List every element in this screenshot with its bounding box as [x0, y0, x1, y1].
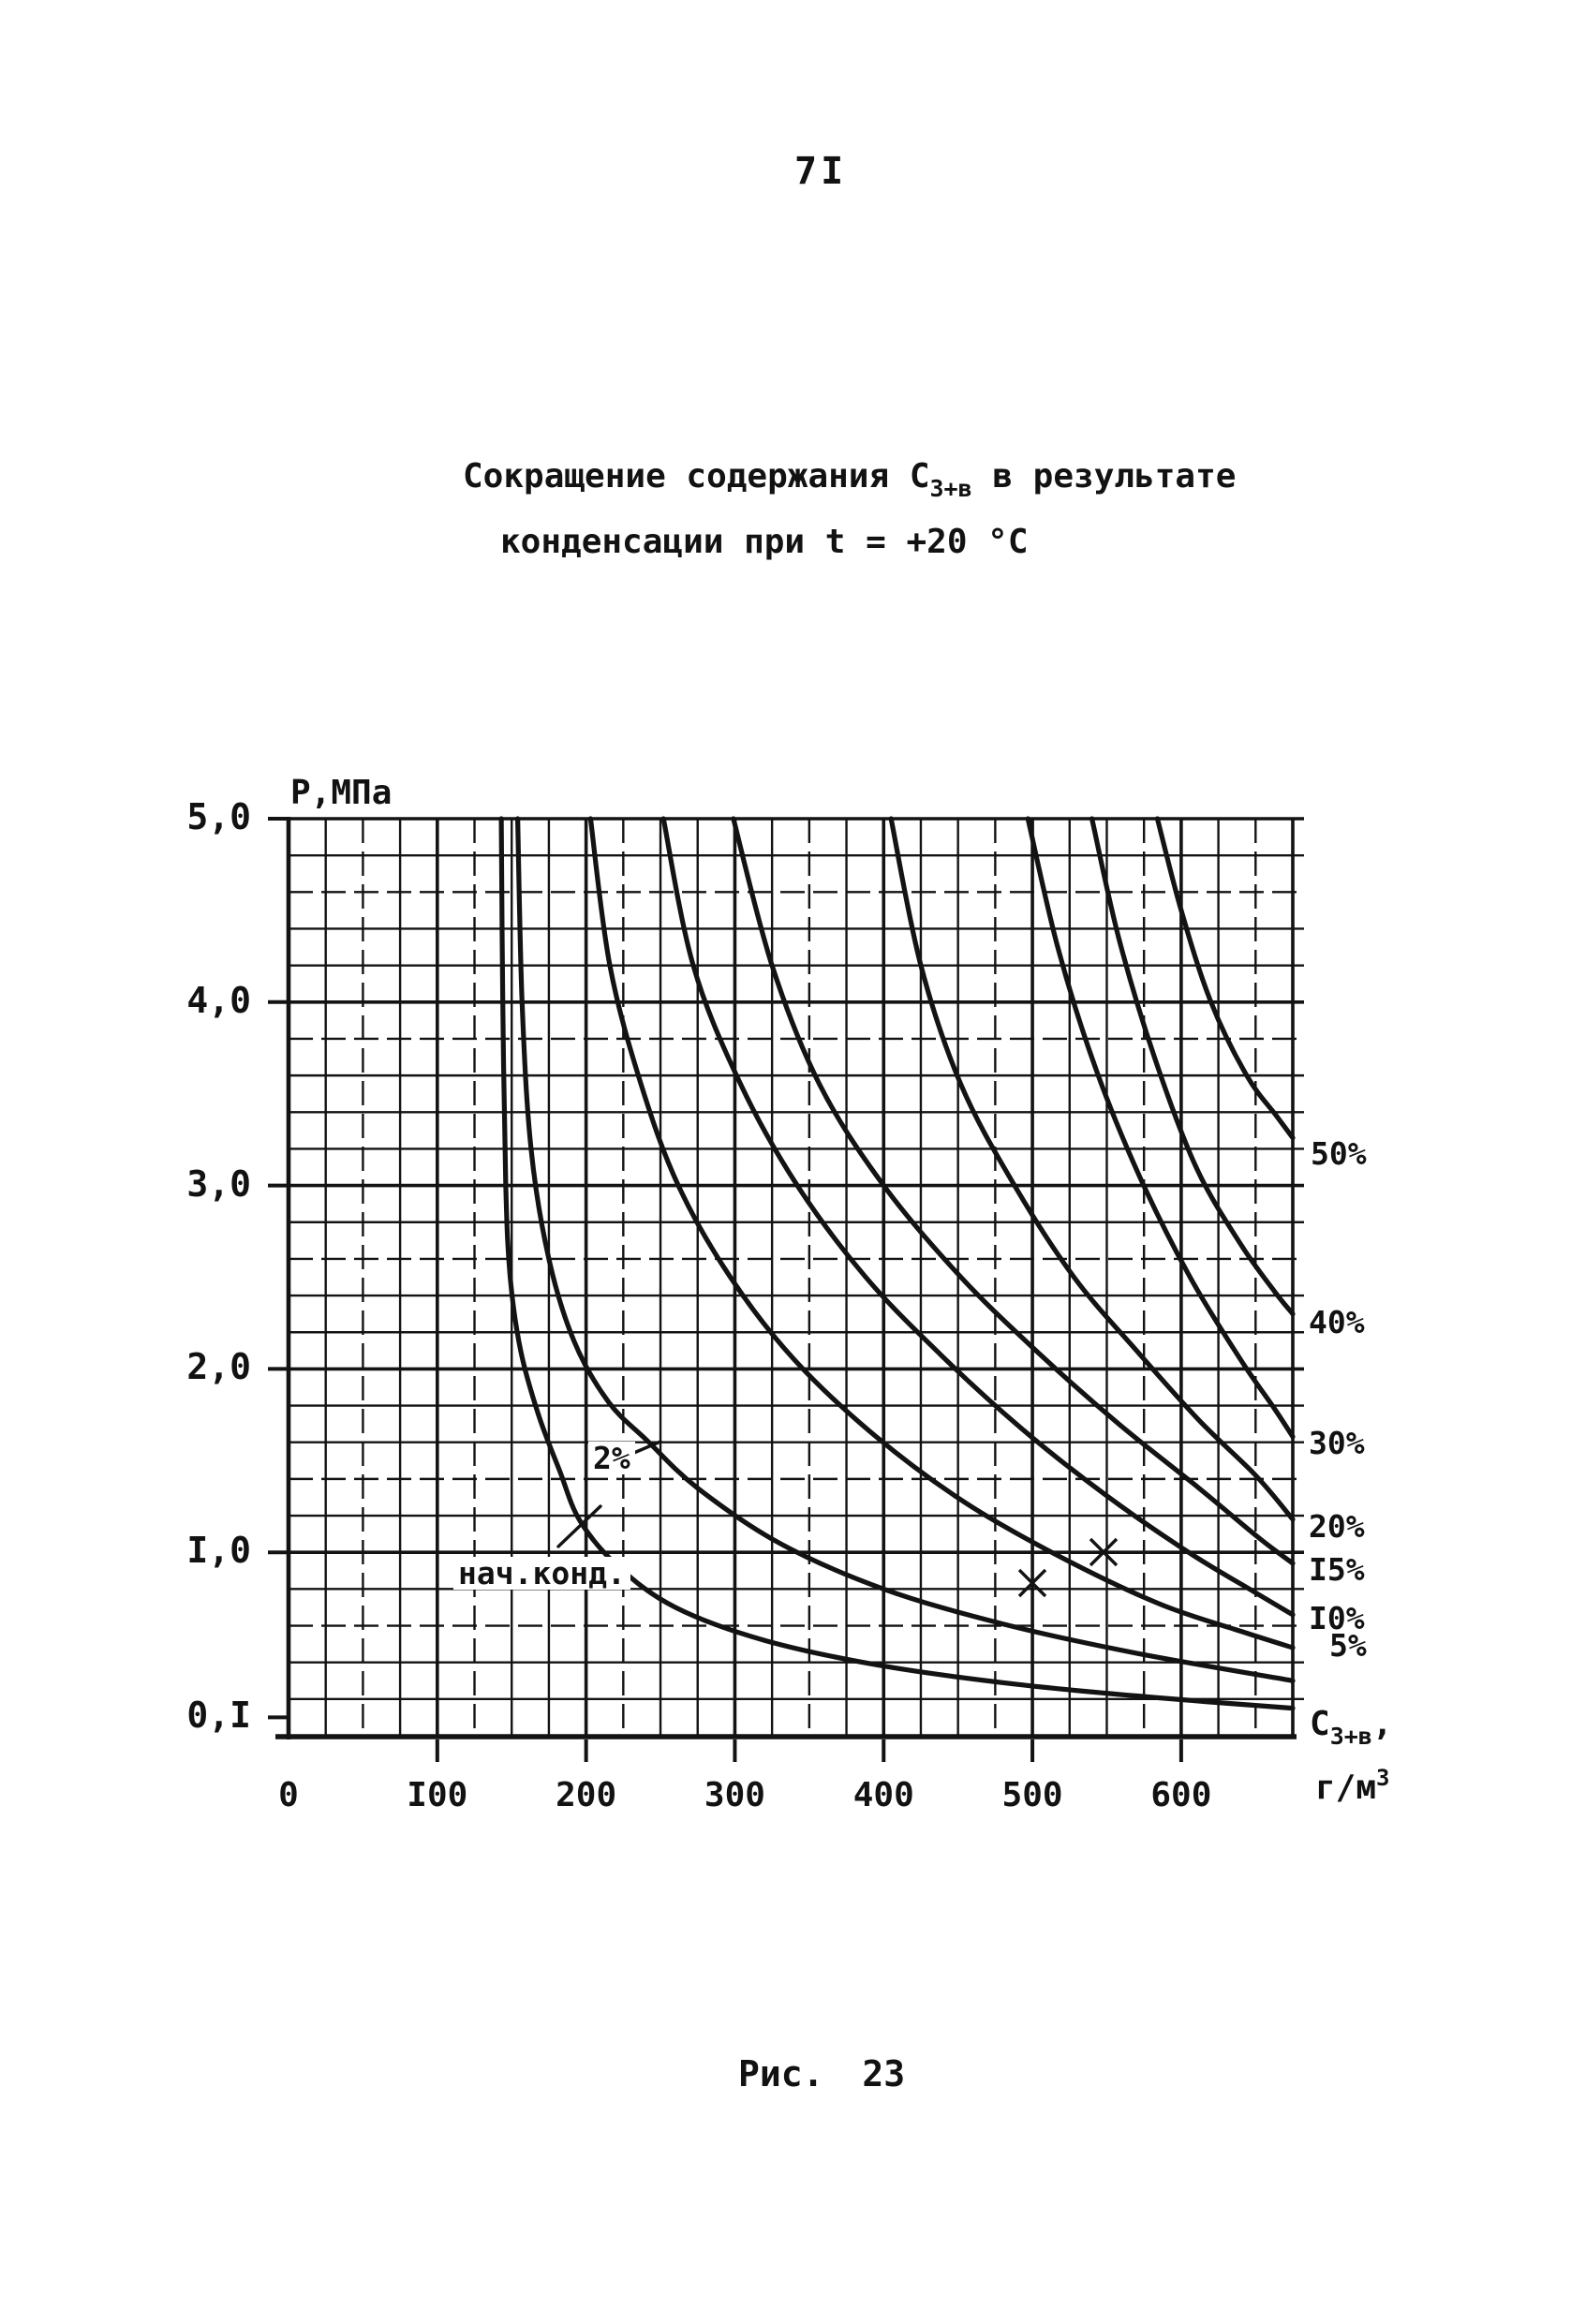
- chart-title-line1: Сокращение содержания С3+в в результате: [463, 457, 1236, 502]
- curve-5pct: [587, 816, 1296, 1650]
- curve-2pct: [515, 816, 1296, 1683]
- chart-title-subscript: 3+в: [929, 475, 972, 502]
- y-tick-label-I,0: I,0: [186, 1530, 251, 1572]
- x-axis-unit2-sup: 3: [1376, 1765, 1390, 1791]
- x-tick-label-300: 300: [704, 1776, 765, 1814]
- curve-label-5pct: 5%: [1329, 1627, 1367, 1664]
- x-tick-label-500: 500: [1001, 1776, 1063, 1814]
- curve-label-2pct: 2%: [588, 1442, 635, 1474]
- chart-title-line1-post: в результате: [971, 457, 1237, 496]
- cross-mark: [1017, 1568, 1047, 1598]
- chart-title-line1-pre: Сокращение содержания С: [463, 457, 930, 496]
- curve-15pct: [731, 816, 1296, 1566]
- curve-10pct: [660, 816, 1296, 1618]
- x-axis-unit-label: С3+в,: [1310, 1705, 1393, 1750]
- cross-mark: [1089, 1537, 1119, 1567]
- x-tick-label-200: 200: [556, 1776, 617, 1814]
- figure-caption: Рис. 23: [738, 2053, 906, 2095]
- chart-title-line2: конденсации при t = +20 °С: [500, 523, 1029, 561]
- y-tick-label-4,0: 4,0: [186, 979, 251, 1021]
- curve-label-20pct: 20%: [1309, 1508, 1365, 1545]
- x-axis-unit-line2: г/м3: [1315, 1765, 1389, 1807]
- curve-label-10pct: I0%: [1309, 1600, 1365, 1636]
- curve-20pct: [888, 816, 1296, 1522]
- x-axis-unit-subscript: 3+в: [1329, 1723, 1372, 1750]
- page-number: 7I: [794, 150, 848, 193]
- y-tick-label-0,I: 0,I: [186, 1695, 251, 1737]
- y-tick-label-3,0: 3,0: [186, 1162, 251, 1205]
- x-tick-label-100: I00: [407, 1776, 468, 1814]
- curve-30pct: [1025, 816, 1296, 1440]
- curve-label-30pct: 30%: [1309, 1425, 1365, 1461]
- curve-label-50pct: 50%: [1311, 1135, 1367, 1172]
- curve-label-nach-kond: нач.конд.: [453, 1557, 630, 1590]
- x-axis-unit-base: С: [1310, 1705, 1330, 1743]
- x-axis-unit-comma: ,: [1371, 1705, 1393, 1743]
- y-tick-label-2,0: 2,0: [186, 1346, 251, 1388]
- x-tick-label-400: 400: [852, 1776, 914, 1814]
- y-tick-label-5,0: 5,0: [186, 796, 251, 837]
- y-axis-unit-label: Р,МПа: [290, 774, 393, 812]
- curve-50pct: [1154, 816, 1296, 1141]
- x-axis-unit2-base: г/м: [1315, 1769, 1377, 1807]
- curve-nach-kond: [498, 816, 1296, 1711]
- x-tick-label-600: 600: [1150, 1776, 1212, 1814]
- curve-label-15pct: I5%: [1309, 1551, 1365, 1588]
- x-tick-label-0: 0: [278, 1776, 299, 1814]
- annotation-arrow: [556, 1504, 602, 1548]
- curve-label-40pct: 40%: [1309, 1304, 1365, 1340]
- curve-40pct: [1089, 816, 1296, 1317]
